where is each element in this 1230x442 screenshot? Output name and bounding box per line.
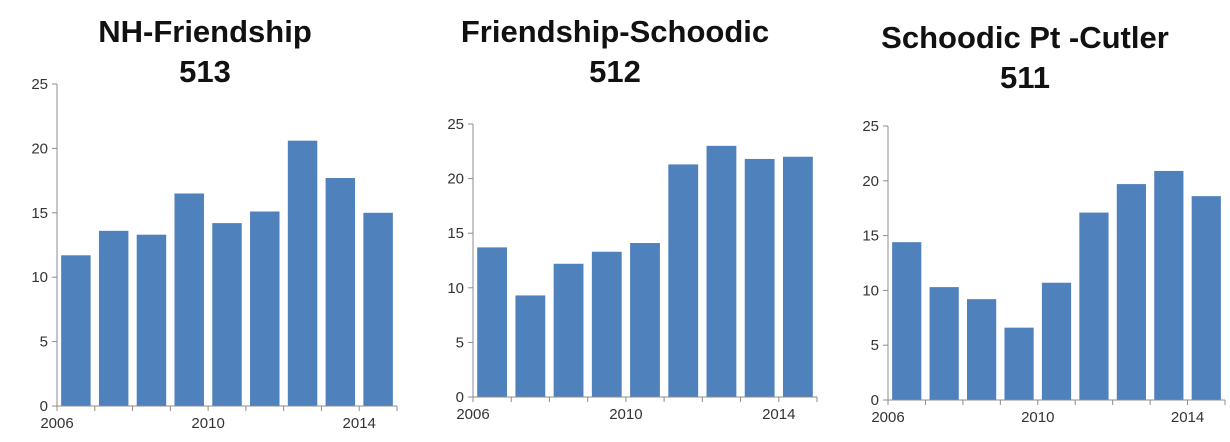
- bar-chart-plot: 0 5 10 15 20 25 2006 2010 2014: [862, 118, 1226, 426]
- y-tick-label: 15: [31, 205, 48, 222]
- bar-2007: [515, 295, 546, 397]
- x-tick-label: 2014: [1171, 409, 1204, 426]
- bar-2006: [477, 247, 508, 397]
- bar-2012: [287, 140, 318, 406]
- bar-2009: [1004, 327, 1034, 400]
- bar-2008: [136, 234, 167, 406]
- x-tick-label: 2010: [191, 415, 224, 432]
- chart-title: Schoodic Pt -Cutler: [881, 20, 1169, 55]
- chart-title: Friendship-Schoodic: [460, 14, 770, 49]
- bar-2011: [250, 211, 280, 406]
- bar-2006: [61, 255, 91, 406]
- x-tick-label: 2014: [343, 415, 376, 432]
- y-tick-label: 10: [862, 282, 879, 299]
- y-tick-label: 5: [456, 334, 464, 351]
- chart-subtitle: 511: [999, 60, 1050, 95]
- y-tick-label: 10: [447, 280, 464, 297]
- x-tick-label: 2014: [762, 406, 795, 423]
- bar-2009: [591, 251, 622, 397]
- bar-2011: [1079, 212, 1109, 400]
- x-tick-label: 2006: [456, 406, 489, 423]
- bar-2012: [1116, 184, 1146, 400]
- bar-2007: [929, 287, 959, 400]
- bar-2014: [782, 156, 813, 397]
- bar-2007: [98, 230, 129, 406]
- y-tick-label: 15: [862, 228, 879, 245]
- bar-2013: [744, 158, 775, 397]
- bar-2006: [892, 242, 922, 400]
- bar-2013: [1154, 170, 1184, 400]
- bar-2010: [212, 223, 242, 406]
- y-tick-label: 0: [40, 398, 48, 415]
- bar-2011: [668, 164, 699, 397]
- chart-panel-513: NH-Friendship 513 0 5 10 15 20 25 2006 2010 2014: [0, 0, 410, 442]
- y-tick-label: 15: [447, 225, 464, 242]
- chart-title: NH-Friendship: [98, 14, 312, 49]
- y-tick-label: 10: [31, 269, 48, 286]
- y-tick-label: 5: [871, 337, 879, 354]
- chart-panel-512: Friendship-Schoodic 512 0 5 10 15 20 25 2006 20…: [410, 0, 820, 442]
- bar-2014: [1191, 196, 1221, 400]
- y-tick-label: 25: [447, 116, 464, 133]
- x-tick-label: 2006: [871, 409, 904, 426]
- y-tick-label: 25: [31, 76, 48, 93]
- x-tick-label: 2006: [40, 415, 73, 432]
- chart-subtitle: 513: [179, 54, 231, 89]
- bar-2008: [967, 299, 997, 400]
- y-tick-label: 25: [862, 118, 879, 135]
- y-tick-label: 20: [862, 173, 879, 190]
- y-tick-label: 20: [31, 140, 48, 157]
- y-tick-label: 0: [456, 389, 464, 406]
- bar-2010: [1041, 282, 1072, 400]
- bar-chart-plot: 0 5 10 15 20 25 2006 2010 2014: [447, 116, 818, 423]
- bar-2014: [363, 212, 393, 406]
- x-tick-label: 2010: [609, 406, 642, 423]
- x-tick-label: 2010: [1021, 409, 1054, 426]
- bar-2009: [174, 193, 204, 406]
- bar-chart-plot: 0 5 10 15 20 25 2006 2010 2014: [31, 76, 398, 432]
- chart-panel-511: Schoodic Pt -Cutler 511 0 5 10 15 20 25 2006 20…: [820, 0, 1230, 442]
- y-tick-label: 20: [447, 171, 464, 188]
- bar-2010: [630, 243, 660, 397]
- y-tick-label: 5: [40, 334, 48, 351]
- chart-subtitle: 512: [589, 54, 641, 89]
- bar-2012: [706, 145, 737, 397]
- bar-2008: [553, 263, 584, 397]
- y-tick-label: 0: [871, 392, 879, 409]
- bar-2013: [325, 178, 356, 406]
